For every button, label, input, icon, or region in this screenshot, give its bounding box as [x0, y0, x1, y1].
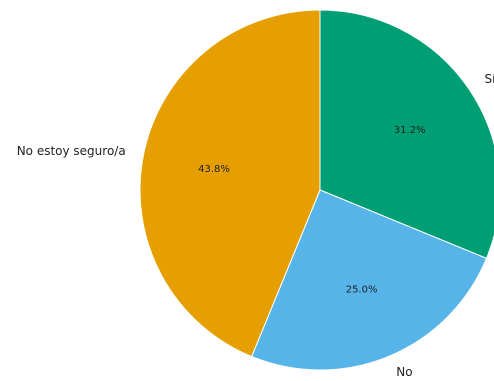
pie-slice [250, 189, 488, 371]
pie-percent-labels: 31.2% 25.0% 43.8% [198, 125, 425, 296]
slice-percent-label: 25.0% [346, 285, 378, 296]
slice-percent-label: 43.8% [198, 164, 230, 175]
slice-category-label: No [396, 365, 412, 379]
pie-category-labels: Sí No No estoy seguro/a [17, 72, 494, 379]
pie-slices [139, 9, 494, 371]
slice-category-label: Sí [485, 72, 494, 86]
slice-category-label: No estoy seguro/a [17, 144, 126, 158]
pie-slice [319, 9, 494, 260]
slice-percent-label: 31.2% [394, 125, 426, 136]
pie-slice [139, 9, 321, 358]
